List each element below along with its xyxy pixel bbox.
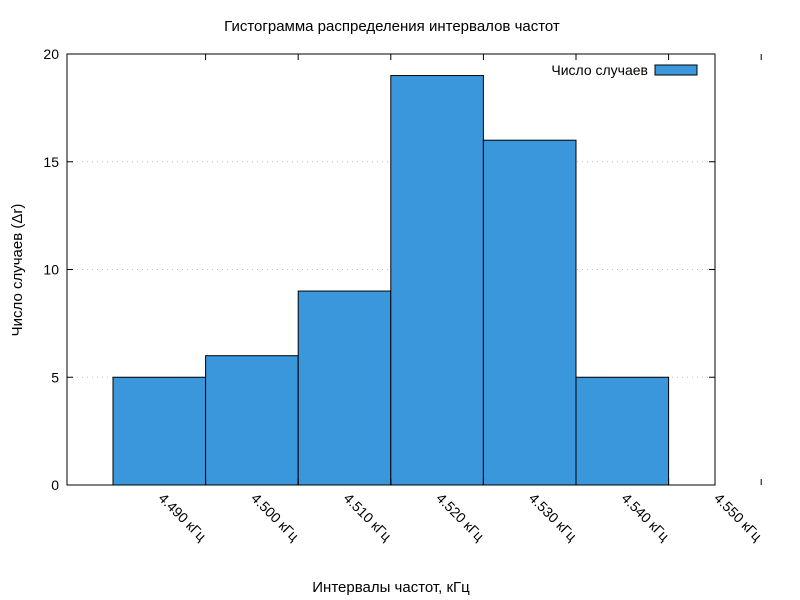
y-tick-label: 15 [43,154,59,170]
x-tick-label: 4.500 кГц [248,490,302,544]
x-tick-label: 4.510 кГц [341,490,395,544]
x-tick-label: 4.520 кГц [433,490,487,544]
x-tick-label: 4.530 кГц [526,490,580,544]
bar [482,139,577,486]
y-axis-label: Число случаев (Δr) [9,204,26,337]
bar [112,376,207,486]
chart-title: Гистограмма распределения интервалов час… [224,18,560,35]
legend: Число случаев [551,62,698,78]
legend-swatch [654,64,698,76]
axis-ticks [67,53,762,486]
bar [205,355,299,486]
bars [112,75,670,486]
bar [390,75,484,486]
y-tick-labels: 0 5 10 15 20 [43,46,59,493]
x-tick-label: 4.550 кГц [711,490,765,544]
x-tick-labels: 4.490 кГц 4.500 кГц 4.510 кГц 4.520 кГц 4.53… [155,490,765,544]
x-tick-label: 4.540 кГц [618,490,672,544]
x-tick-label: 4.490 кГц [155,490,209,544]
bar [575,376,670,486]
x-axis-label: Интервалы частот, кГц [312,579,470,596]
y-tick-label: 5 [51,369,59,385]
y-tick-label: 10 [43,262,59,278]
y-tick-label: 20 [43,46,59,62]
bar [297,290,392,486]
legend-label: Число случаев [551,62,648,78]
y-tick-label: 0 [51,477,59,493]
